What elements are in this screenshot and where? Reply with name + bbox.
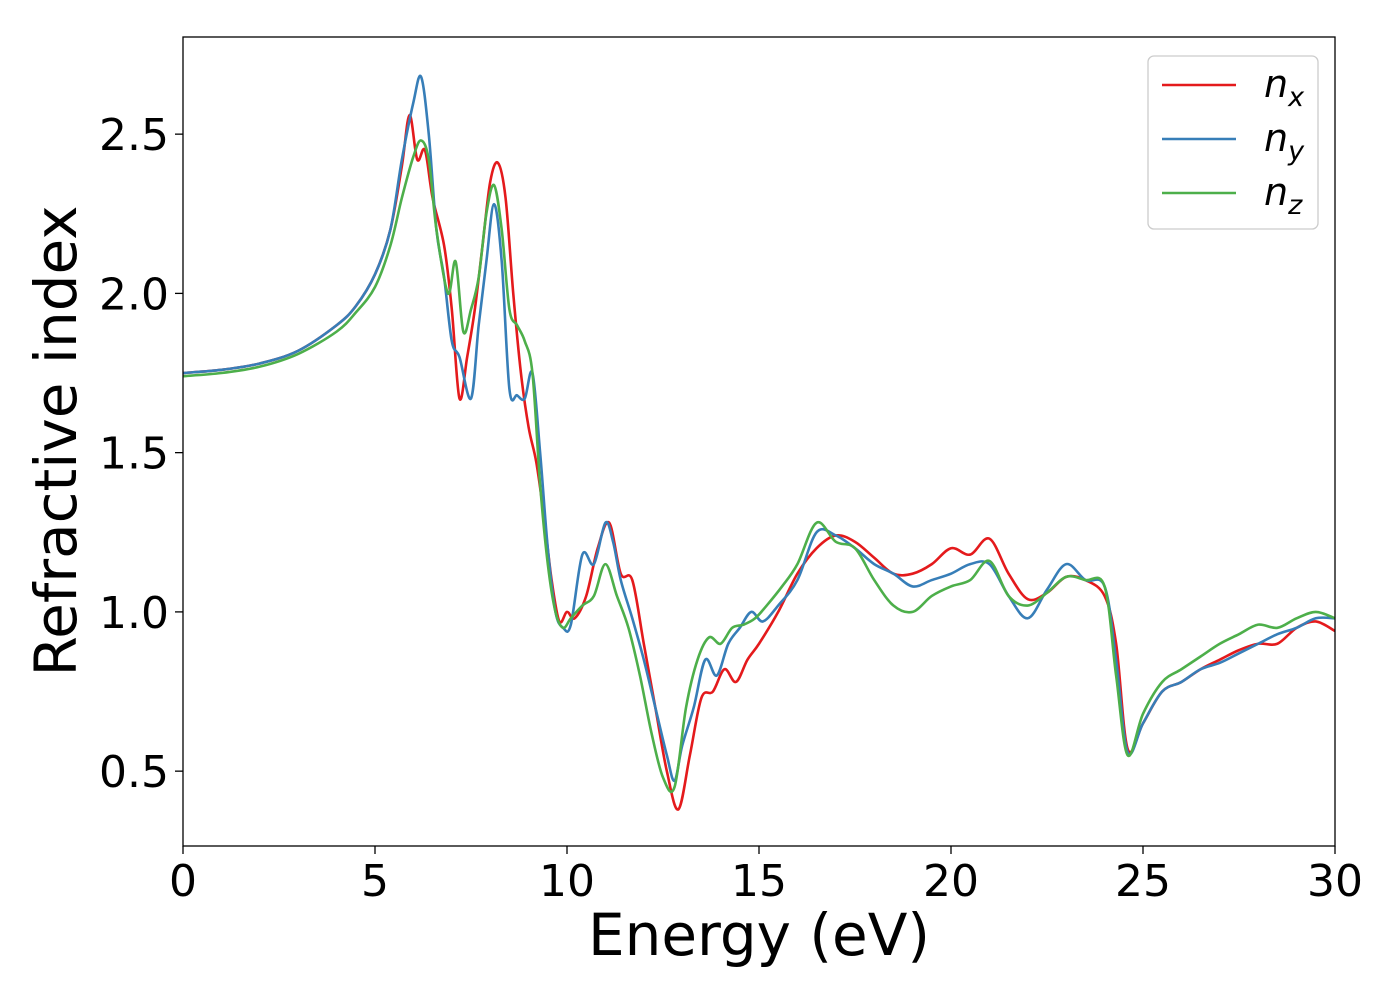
x-tick-label: 0: [169, 856, 197, 907]
y-tick-label: 1.0: [99, 588, 169, 639]
legend-label-y: ny: [1264, 116, 1305, 167]
x-tick-label: 15: [731, 856, 787, 907]
y-tick-label: 1.5: [99, 429, 169, 480]
x-axis-ticks: 0 5 10 15 20 25 30: [169, 846, 1363, 907]
series-layer: [183, 74, 1335, 811]
x-tick-label: 20: [923, 856, 979, 907]
x-tick-label: 25: [1115, 856, 1171, 907]
x-axis-label: Energy (eV): [588, 901, 930, 969]
legend-label-x: nx: [1264, 62, 1305, 113]
x-tick-label: 10: [539, 856, 595, 907]
series-line-z: [183, 139, 1335, 794]
legend-label-z: nz: [1264, 170, 1303, 221]
y-tick-label: 2.0: [99, 269, 169, 320]
y-tick-label: 2.5: [99, 110, 169, 161]
y-axis-ticks: 0.5 1.0 1.5 2.0 2.5: [99, 110, 183, 798]
x-tick-label: 30: [1307, 856, 1363, 907]
y-axis-label: Refractive index: [22, 205, 90, 676]
legend-box: [1147, 55, 1319, 230]
x-tick-label: 5: [361, 856, 389, 907]
y-tick-label: 0.5: [99, 747, 169, 798]
